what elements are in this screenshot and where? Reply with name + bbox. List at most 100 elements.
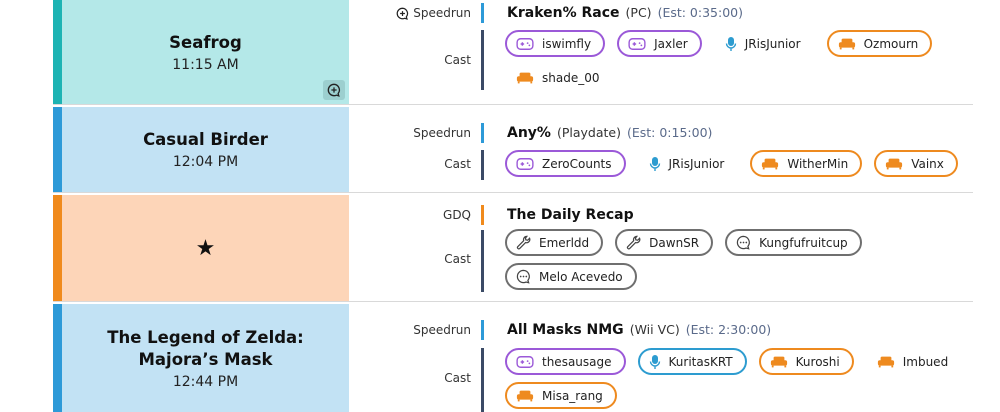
run-type-text: Speedrun — [413, 126, 471, 140]
cast-name: Jaxler — [654, 36, 688, 51]
cast-list: Emerldd DawnSR Kungfufruitcup Melo Aceve… — [505, 229, 975, 290]
run-type-text: GDQ — [443, 208, 471, 222]
run-platform: (Wii VC) — [629, 322, 680, 337]
cast-chip-couch[interactable]: Imbued — [866, 348, 962, 375]
row-color-strip — [53, 107, 62, 192]
cast-chip-runner[interactable]: ZeroCounts — [505, 150, 626, 177]
type-bar — [481, 123, 484, 143]
cast-name: iswimfly — [542, 36, 592, 51]
run-category: The Daily Recap — [507, 207, 634, 223]
run-platform: (PC) — [625, 5, 652, 20]
schedule-row: Casual Birder 12:04 PM Speedrun Cast Any… — [53, 107, 973, 192]
start-time: 12:44 PM — [172, 373, 239, 390]
row-color-strip — [53, 0, 62, 104]
cast-chip-runner[interactable]: Jaxler — [617, 30, 702, 57]
run-type-label: Speedrun — [413, 323, 471, 337]
speech-bubble-icon — [516, 269, 530, 284]
speech-bubble-icon — [736, 235, 751, 250]
cast-name: Emerldd — [539, 235, 590, 250]
start-time: 12:04 PM — [172, 154, 239, 170]
chat-plus-icon — [396, 7, 409, 20]
game-panel: Casual Birder 12:04 PM — [62, 107, 349, 192]
cast-list: ZeroCounts JRisJunior WitherMin Vainx — [505, 150, 975, 177]
row-divider — [53, 301, 973, 302]
cast-bar — [481, 30, 484, 90]
wrench-icon — [627, 235, 641, 250]
cast-name: KuritasKRT — [668, 354, 733, 369]
cast-chip-host[interactable]: Melo Acevedo — [505, 263, 637, 290]
microphone-icon — [725, 36, 736, 51]
microphone-icon — [649, 354, 660, 369]
cast-chip-commentator[interactable]: KuritasKRT — [637, 348, 747, 375]
run-info: All Masks NMG (Wii VC) (Est: 2:30:00) — [507, 322, 771, 338]
cast-list: thesausage KuritasKRT Kuroshi Imbued Mis… — [505, 348, 975, 409]
star-icon: ★ — [195, 235, 216, 261]
add-comment-button[interactable] — [323, 80, 345, 100]
run-info: The Daily Recap — [507, 207, 634, 223]
run-info: Any% (Playdate) (Est: 0:15:00) — [507, 125, 712, 141]
couch-icon — [877, 356, 894, 367]
cast-chip-commentator[interactable]: JRisJunior — [638, 150, 739, 177]
cast-chip-runner[interactable]: iswimfly — [505, 30, 606, 57]
couch-icon — [838, 38, 855, 49]
cast-bar — [481, 230, 484, 292]
microphone-icon — [649, 156, 660, 171]
schedule-row: Seafrog 11:15 AM Speedrun Cast Kraken% R… — [53, 0, 973, 104]
cast-name: thesausage — [542, 354, 612, 369]
cast-chip-couch[interactable]: Ozmourn — [826, 30, 933, 57]
cast-chip-couch[interactable]: WitherMin — [750, 150, 863, 177]
labels-column: Speedrun Cast — [353, 0, 471, 104]
cast-name: Vainx — [911, 156, 944, 171]
labels-column: Speedrun Cast — [353, 107, 471, 192]
game-title: Seafrog — [169, 32, 242, 52]
cast-list: iswimfly Jaxler JRisJunior Ozmourn shade… — [505, 30, 975, 91]
cast-name: ZeroCounts — [542, 156, 612, 171]
game-panel: Seafrog 11:15 AM — [62, 0, 349, 104]
cast-chip-host[interactable]: Kungfufruitcup — [725, 229, 862, 256]
run-category: All Masks NMG — [507, 322, 624, 338]
cast-label: Cast — [444, 371, 471, 385]
cast-chip-couch[interactable]: shade_00 — [505, 64, 613, 91]
run-category: Any% — [507, 125, 551, 141]
cast-chip-host[interactable]: DawnSR — [615, 229, 714, 256]
cast-label: Cast — [444, 53, 471, 67]
labels-column: GDQ Cast — [353, 195, 471, 301]
cast-name: DawnSR — [649, 235, 700, 250]
cast-chip-commentator[interactable]: JRisJunior — [714, 30, 815, 57]
couch-icon — [770, 356, 787, 367]
gamepad-icon — [516, 157, 534, 170]
game-title: The Legend of Zelda: Majora’s Mask — [107, 327, 304, 369]
cast-chip-couch[interactable]: Misa_rang — [505, 382, 617, 409]
run-estimate: (Est: 2:30:00) — [685, 322, 772, 337]
couch-icon — [886, 158, 903, 169]
cast-name: WitherMin — [787, 156, 849, 171]
wrench-icon — [516, 235, 531, 250]
cast-label: Cast — [444, 252, 471, 266]
cast-chip-runner[interactable]: thesausage — [505, 348, 626, 375]
type-bar — [481, 205, 484, 225]
game-panel: The Legend of Zelda: Majora’s Mask 12:44… — [62, 304, 349, 412]
cast-chip-couch[interactable]: Vainx — [874, 150, 958, 177]
row-divider — [53, 104, 973, 105]
run-category: Kraken% Race — [507, 5, 620, 21]
row-color-strip — [53, 195, 62, 301]
couch-icon — [762, 158, 779, 169]
cast-name: Kuroshi — [795, 354, 840, 369]
cast-name: Kungfufruitcup — [759, 235, 848, 250]
run-estimate: (Est: 0:35:00) — [657, 5, 743, 20]
cast-chip-couch[interactable]: Kuroshi — [758, 348, 854, 375]
couch-icon — [516, 390, 534, 401]
cast-label: Cast — [444, 157, 471, 171]
run-platform: (Playdate) — [556, 125, 621, 140]
cast-bar — [481, 150, 484, 180]
run-estimate: (Est: 0:15:00) — [626, 125, 713, 140]
cast-name: shade_00 — [542, 70, 600, 85]
run-type-label: Speedrun — [413, 126, 471, 140]
run-type-label: GDQ — [443, 208, 471, 222]
couch-icon — [516, 72, 534, 83]
row-color-strip — [53, 304, 62, 412]
labels-column: Speedrun Cast — [353, 304, 471, 412]
cast-name: Melo Acevedo — [539, 269, 623, 284]
cast-chip-host[interactable]: Emerldd — [505, 229, 604, 256]
gamepad-icon — [516, 355, 534, 368]
